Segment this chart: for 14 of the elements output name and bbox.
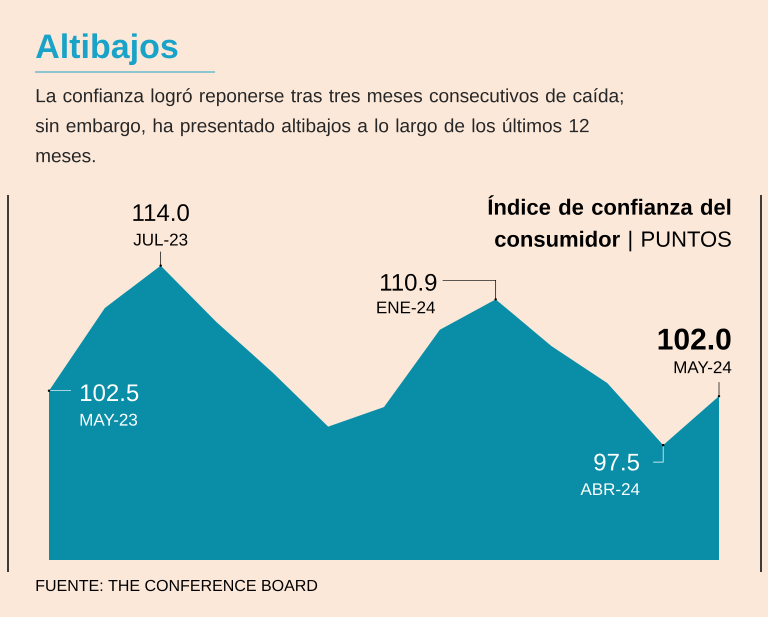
annotation: FUENTE: THE CONFERENCE BOARD <box>36 580 318 592</box>
annotation: ABR-24 <box>580 483 640 496</box>
text: JUL-23 <box>134 234 188 246</box>
data-label: 114.0 <box>133 204 189 222</box>
y-axis-title: Índice de confianza del consumidor | PUNTOS <box>488 195 731 252</box>
annotation: MAY-24 <box>674 361 732 374</box>
data-label: 110.9 <box>381 274 436 291</box>
data-label: 102.0 <box>658 328 731 350</box>
data-label: 102.5 <box>81 384 138 402</box>
annotation: MAY-23 <box>80 414 138 426</box>
chart-subtitle: La confianza logró reponerse tras tres meses consecutivos de caída; sin embargo, ha presentado altibajos a lo largo de los últimos 12 meses. <box>36 88 623 162</box>
data-label: 97.5 <box>594 454 639 471</box>
annotation: ENE-24 <box>377 301 435 314</box>
chart-title: Altibajos <box>36 33 178 66</box>
